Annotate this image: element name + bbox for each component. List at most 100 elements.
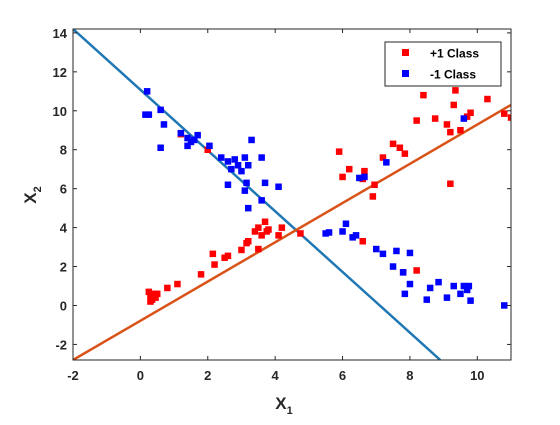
point-minus1-class [145,111,153,118]
point-minus1-class [142,111,149,118]
y-tick-label: 2 [60,260,67,275]
point-minus1-class [143,88,151,95]
point-plus1-class [450,101,457,109]
point-minus1-class [157,144,164,151]
point-minus1-class [245,162,252,169]
x-tick-label: 2 [204,368,211,383]
point-minus1-class [352,232,360,239]
point-minus1-class [157,106,164,114]
point-minus1-class [460,115,468,122]
point-minus1-class [224,181,232,188]
point-minus1-class [191,136,198,144]
decision-line-2 [73,103,511,360]
point-plus1-class [224,252,232,260]
point-plus1-class [401,150,409,157]
decision-line-1 [73,29,442,360]
point-minus1-class [356,174,363,182]
point-plus1-class [431,115,439,122]
point-plus1-class [251,228,259,235]
x-tick-label: -2 [67,368,79,383]
point-plus1-class [501,110,508,117]
point-plus1-class [443,121,451,128]
y-tick-label: -2 [55,337,67,352]
point-minus1-class [450,282,457,290]
x-axis-label: X1 [275,394,292,417]
point-minus1-class [325,229,333,236]
y-tick-label: 12 [53,65,67,80]
point-plus1-class [359,238,366,245]
point-plus1-class [211,261,218,268]
y-axis-label-subscript: 2 [32,186,44,192]
x-tick-label: 4 [272,368,280,383]
point-minus1-class [258,154,265,161]
x-tick-label: 10 [470,368,484,383]
point-plus1-class [261,218,269,225]
point-minus1-class [258,197,265,204]
point-minus1-class [187,138,195,146]
point-plus1-class [369,193,377,200]
point-plus1-class [174,280,181,288]
point-minus1-class [426,284,434,292]
point-plus1-class [335,148,343,155]
point-plus1-class [278,224,286,231]
point-minus1-class [435,278,442,286]
x-tick-label: 6 [339,368,346,383]
point-plus1-class [413,117,420,124]
point-minus1-class [275,183,282,190]
point-plus1-class [346,165,353,173]
point-plus1-class [484,95,491,103]
point-minus1-class [463,286,471,294]
y-tick-label: 8 [60,143,67,158]
point-minus1-class [231,156,238,163]
point-minus1-class [349,234,356,241]
point-minus1-class [501,302,508,309]
point-plus1-class [255,224,262,231]
point-minus1-class [457,290,464,298]
point-minus1-class [460,282,468,290]
x-tick-label: 0 [137,368,144,383]
point-plus1-class [152,294,159,301]
point-plus1-class [447,128,454,136]
point-plus1-class [447,180,454,187]
point-minus1-class [399,269,407,276]
point-minus1-class [342,220,350,227]
y-tick-label: 10 [53,104,67,119]
x-tick-label: 8 [406,368,413,383]
point-plus1-class [209,250,217,258]
point-minus1-class [206,142,213,150]
point-plus1-class [147,298,154,305]
point-plus1-class [265,226,272,233]
point-minus1-class [373,245,380,253]
point-plus1-class [507,114,511,121]
legend-label-minus1: -1 Class [430,68,476,82]
point-plus1-class [150,290,158,298]
point-plus1-class [204,146,211,153]
point-plus1-class [389,140,397,148]
point-plus1-class [297,230,304,237]
point-minus1-class [184,142,191,150]
point-minus1-class [406,280,414,288]
y-axis-label: X2 [21,186,44,203]
point-plus1-class [197,271,205,278]
point-minus1-class [383,159,390,166]
point-minus1-class [465,282,473,290]
point-minus1-class [261,179,269,187]
point-plus1-class [238,246,245,254]
point-plus1-class [452,87,459,94]
point-minus1-class [241,154,249,161]
point-plus1-class [275,232,282,239]
point-minus1-class [194,131,201,139]
point-plus1-class [145,288,153,296]
point-minus1-class [228,165,235,173]
point-minus1-class [443,294,451,301]
y-tick-label: 0 [60,298,67,313]
point-plus1-class [467,109,474,116]
point-minus1-class [423,296,430,303]
point-plus1-class [413,267,420,274]
point-minus1-class [248,136,255,144]
x-axis-label-subscript: 1 [287,405,293,417]
plot-frame [72,28,512,361]
legend-label-plus1: +1 Class [430,47,479,61]
point-plus1-class [463,113,471,120]
